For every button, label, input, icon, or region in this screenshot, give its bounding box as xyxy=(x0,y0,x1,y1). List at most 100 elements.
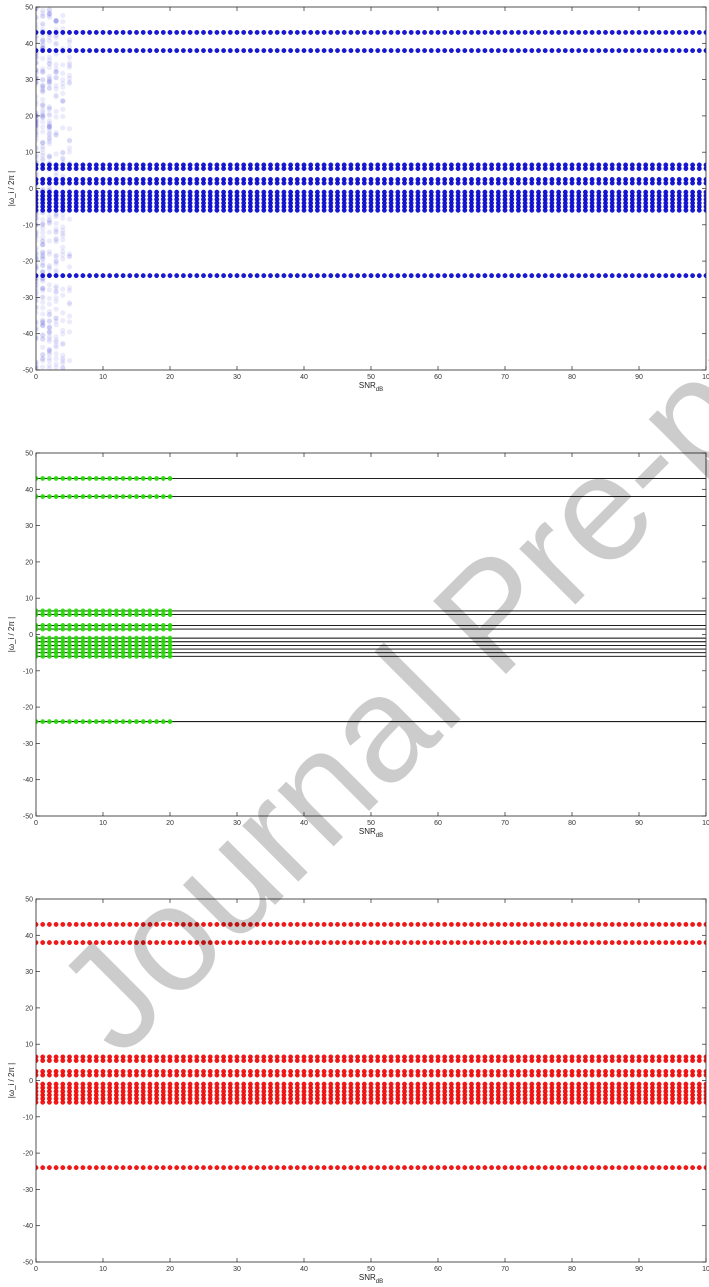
data-point xyxy=(502,1058,508,1063)
noise-point xyxy=(36,98,39,105)
data-point xyxy=(53,273,59,279)
data-point xyxy=(241,273,247,279)
noise-point xyxy=(36,215,39,221)
data-point xyxy=(80,1099,86,1105)
data-point xyxy=(227,180,233,186)
data-point xyxy=(120,922,126,927)
data-point xyxy=(583,207,588,213)
data-point xyxy=(294,1165,300,1171)
noise-point xyxy=(53,253,59,260)
noise-point xyxy=(53,259,59,265)
data-point xyxy=(489,30,494,35)
data-point xyxy=(40,940,46,945)
data-point xyxy=(281,166,287,171)
noise-point xyxy=(40,318,46,324)
data-point xyxy=(422,207,427,213)
noise-point xyxy=(40,55,46,62)
data-point xyxy=(495,180,501,186)
data-point xyxy=(268,1165,273,1171)
data-point xyxy=(180,940,186,945)
noise-point xyxy=(53,40,59,46)
noise-point xyxy=(36,116,39,122)
data-point xyxy=(100,1099,106,1105)
data-point xyxy=(650,273,655,279)
data-point xyxy=(536,1165,541,1171)
data-point xyxy=(221,30,227,35)
data-point xyxy=(114,180,119,186)
data-point xyxy=(321,30,327,35)
data-point xyxy=(509,48,515,53)
noise-point xyxy=(46,54,53,60)
data-point xyxy=(160,166,166,171)
data-point xyxy=(328,940,334,945)
data-point xyxy=(656,273,662,279)
noise-point xyxy=(60,98,66,104)
data-point xyxy=(583,166,588,171)
data-point xyxy=(328,1058,334,1063)
data-point xyxy=(428,1165,434,1171)
y-tick-label: -10 xyxy=(23,1114,33,1121)
data-point xyxy=(529,180,535,186)
data-point xyxy=(361,1058,367,1063)
noise-point xyxy=(60,292,66,298)
data-point xyxy=(475,30,481,35)
data-point xyxy=(67,180,72,186)
data-point xyxy=(381,30,387,35)
data-point xyxy=(268,940,273,945)
data-point xyxy=(516,922,521,927)
data-point xyxy=(120,612,126,617)
noise-point xyxy=(60,156,66,162)
data-point xyxy=(670,1072,675,1078)
data-point xyxy=(663,940,669,945)
data-point xyxy=(180,48,186,53)
data-point xyxy=(690,273,695,279)
data-point xyxy=(147,1072,153,1078)
data-point xyxy=(214,1072,220,1078)
data-point xyxy=(428,1058,434,1063)
data-point xyxy=(616,1165,622,1171)
noise-point xyxy=(46,153,53,159)
data-point xyxy=(93,476,99,481)
noise-point xyxy=(40,103,46,109)
data-point xyxy=(60,494,66,499)
noise-point xyxy=(46,324,53,330)
data-point xyxy=(314,30,320,35)
data-point xyxy=(67,166,72,171)
data-point xyxy=(214,180,220,186)
data-point xyxy=(321,922,327,927)
data-point xyxy=(160,1058,166,1063)
data-point xyxy=(663,1099,669,1105)
data-point xyxy=(603,1072,608,1078)
data-point xyxy=(167,940,173,945)
data-point xyxy=(134,48,139,53)
data-point xyxy=(656,1099,662,1105)
noise-point xyxy=(36,15,39,21)
data-point xyxy=(174,922,180,927)
data-point xyxy=(36,1088,39,1094)
data-point xyxy=(335,1072,340,1078)
data-point xyxy=(207,1099,213,1105)
data-point xyxy=(80,30,86,35)
data-point xyxy=(596,207,602,213)
data-point xyxy=(274,166,280,171)
data-point xyxy=(355,1058,360,1063)
data-point xyxy=(114,612,119,617)
data-point xyxy=(475,273,481,279)
noise-point xyxy=(40,230,46,236)
data-point xyxy=(140,922,146,927)
data-point xyxy=(495,1072,501,1078)
data-point xyxy=(87,1099,93,1105)
noise-point xyxy=(40,260,46,266)
data-point xyxy=(100,30,106,35)
data-point xyxy=(40,1072,46,1078)
data-point xyxy=(428,273,434,279)
noise-point xyxy=(46,123,53,129)
data-point xyxy=(690,1058,695,1063)
data-point xyxy=(341,166,347,171)
data-point xyxy=(36,626,39,632)
y-axis-label: |ω_i / 2π | xyxy=(7,171,16,207)
noise-point xyxy=(46,351,53,357)
noise-point xyxy=(60,70,66,76)
data-point xyxy=(234,48,240,53)
data-point xyxy=(140,180,146,186)
